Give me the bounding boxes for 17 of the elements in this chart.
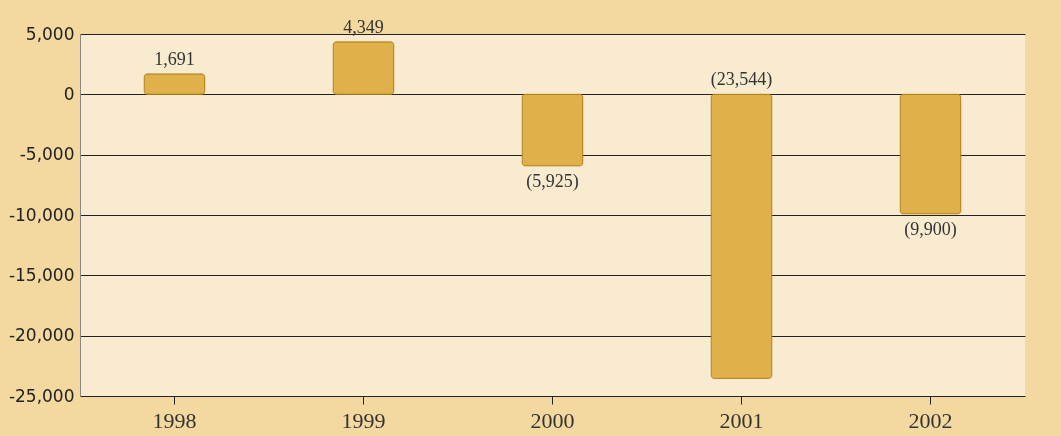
y-tick-label: -15,000 <box>8 264 75 285</box>
data-label: (9,900) <box>904 218 957 240</box>
data-label: 1,691 <box>154 48 195 69</box>
x-tick-label: 1999 <box>341 407 386 433</box>
y-tick-label: -10,000 <box>8 204 75 225</box>
data-label: (5,925) <box>526 170 579 192</box>
y-tick-label: -20,000 <box>8 325 75 346</box>
x-tick-label: 1998 <box>152 407 197 433</box>
y-tick-label: -5,000 <box>19 144 75 165</box>
y-tick-label: 0 <box>63 83 75 104</box>
y-tick-label: 5,000 <box>25 23 75 44</box>
x-tick-label: 2001 <box>719 407 764 433</box>
data-label: (23,544) <box>710 69 773 91</box>
x-tick-label: 2000 <box>530 407 575 433</box>
y-tick-label: -25,000 <box>8 385 75 406</box>
x-tick-label: 2002 <box>908 407 953 433</box>
data-label: 4,349 <box>343 16 384 37</box>
